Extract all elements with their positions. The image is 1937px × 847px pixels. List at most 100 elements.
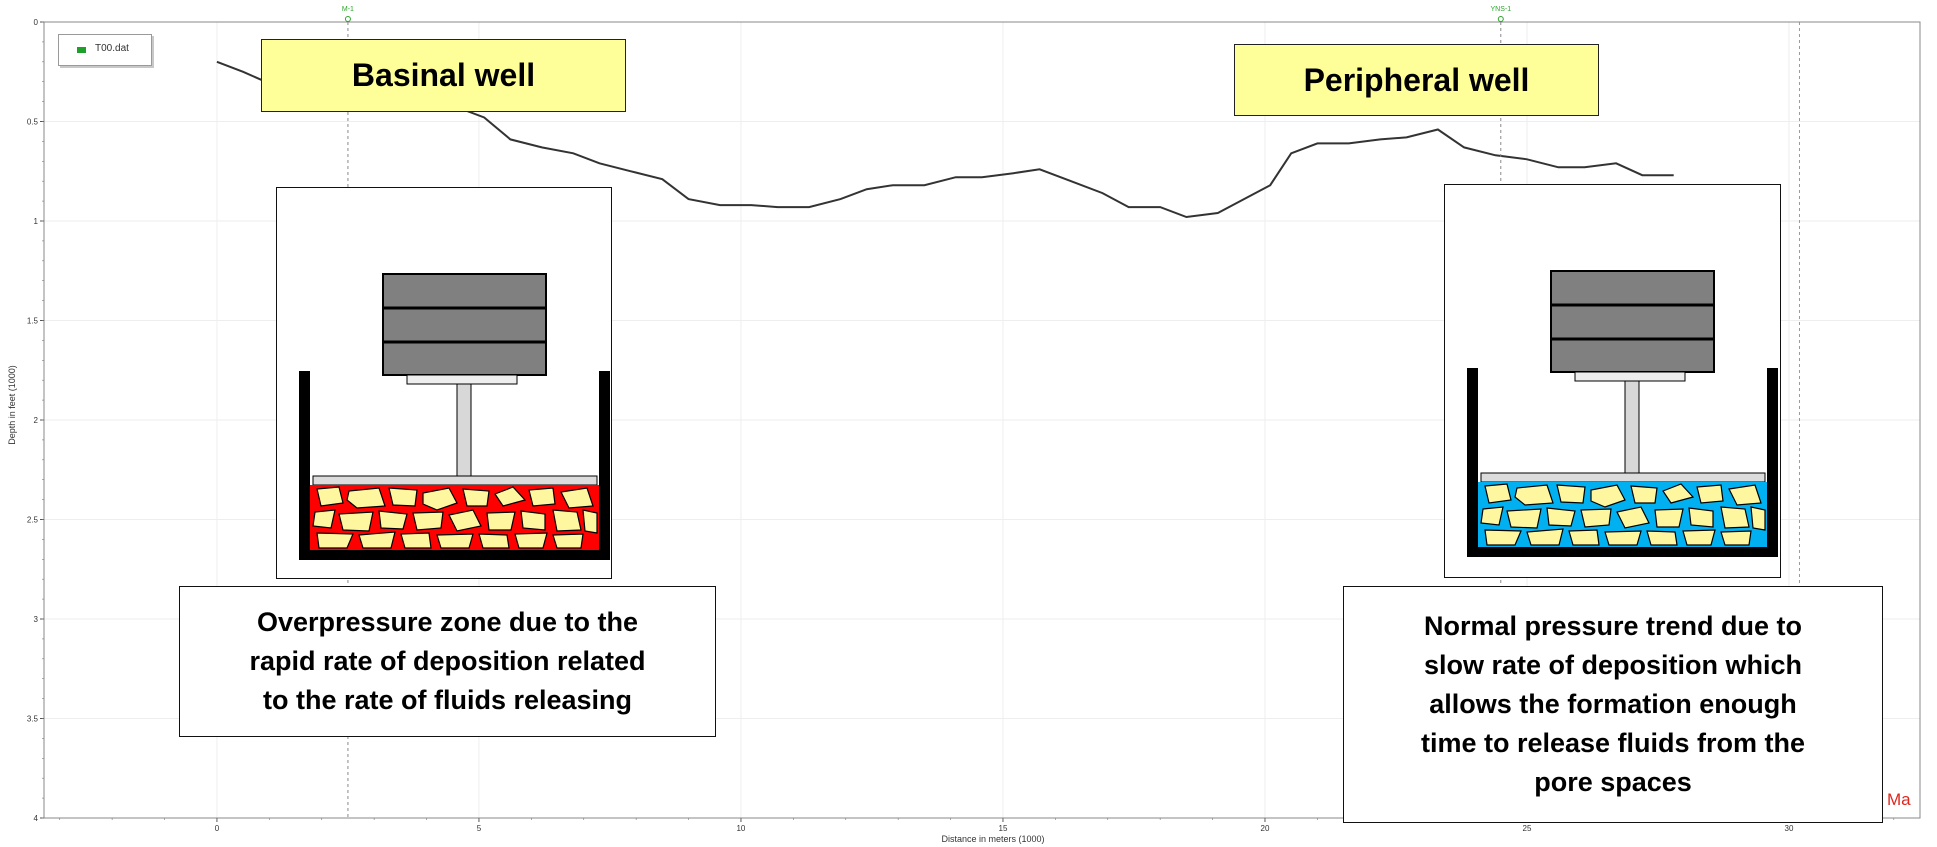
grain [338,511,374,532]
grain [422,487,458,511]
container-wall [599,371,610,559]
grain [1750,506,1766,531]
well-name: YNS-1 [1490,6,1511,13]
grain [1654,508,1684,528]
grain [1556,484,1586,504]
weight-block [1550,270,1715,373]
grain [1484,529,1522,546]
x-tick-label: 0 [215,824,220,833]
container-floor [1467,547,1778,557]
weight-block [382,273,547,376]
normal-pressure-diagram [1444,184,1781,578]
overpressure-line: to the rate of fluids releasing [262,685,633,715]
piston-plate [312,475,598,486]
piston-cap [406,374,518,385]
x-axis-title: Distance in meters (1000) [941,834,1044,844]
container-floor [299,550,610,560]
grain [1720,506,1750,529]
x-tick-label: 10 [736,824,745,833]
peripheral-well-label: Peripheral well [1234,44,1599,116]
overpressure-caption: Overpressure zone due to the rapid rate … [179,586,716,737]
grain [316,486,344,507]
normal-pressure-line: slow rate of deposition which [1423,650,1803,680]
grain [358,531,396,549]
grain [1720,530,1752,546]
piston-rod [456,383,472,477]
y-tick-label: 4 [34,814,39,823]
well-marker [1497,16,1504,22]
grain [552,533,584,549]
grain [388,487,418,507]
grain [560,487,594,509]
grain [520,510,546,531]
normal-pressure-line: Normal pressure trend due to [1423,611,1803,641]
y-tick-label: 2.5 [27,516,39,525]
y-tick-label: 2 [34,416,39,425]
grain [378,510,408,530]
y-tick-label: 3.5 [27,715,39,724]
peripheral-well-text: Peripheral well [1303,61,1530,98]
normal-pressure-illustration [1467,270,1778,557]
x-tick-label: 15 [999,824,1008,833]
grain [400,532,432,549]
y-tick-label: 3 [34,615,39,624]
normal-pressure-caption: Normal pressure trend due to slow rate o… [1343,586,1883,823]
well-name: M-1 [342,6,354,13]
grain [514,532,548,549]
overpressure-diagram [276,187,612,579]
x-tick-label: 25 [1523,824,1532,833]
legend-label: T00.dat [95,43,129,54]
normal-pressure-line: pore spaces [1534,767,1692,797]
grain [436,533,474,549]
normal-pressure-line: time to release fluids from the [1420,728,1806,758]
y-tick-label: 0 [34,18,39,27]
y-tick-label: 1 [34,217,39,226]
grain [1580,508,1612,528]
grain [316,532,354,549]
container-wall [1467,368,1478,556]
grain [1646,530,1678,546]
grain [528,487,556,507]
x-tick-label: 5 [477,824,482,833]
axis-layer: 0 5 10 15 20 25 30 0 0.5 1 1.5 2 2.5 3 3.5 4 [27,18,1921,833]
grain [1682,529,1716,546]
grain [448,509,482,532]
grain [412,511,444,531]
grain [1696,484,1724,504]
grain [582,509,598,534]
x-tick-label: 20 [1261,824,1270,833]
container-wall [299,371,310,559]
y-tick-label: 1.5 [27,317,39,326]
grain [478,533,510,549]
container-wall [1767,368,1778,556]
overpressure-line: rapid rate of deposition related [249,646,646,676]
overpressure-illustration [299,273,610,560]
grain [1480,506,1504,526]
grain [1526,528,1564,546]
grain [1616,506,1650,529]
grain [346,487,386,509]
grain [1484,483,1512,504]
grain [486,511,516,531]
grain [1688,507,1714,528]
grain [1590,484,1626,508]
grain [1546,507,1576,527]
overpressure-line: Overpressure zone due to the [256,607,639,637]
piston-rod [1624,380,1640,474]
grain [1568,529,1600,546]
corner-tag: Ma [1887,790,1911,809]
grain [1514,484,1554,506]
piston-cap [1574,371,1686,382]
grain [312,509,336,529]
grain [1728,484,1762,506]
basinal-well-text: Basinal well [351,57,536,93]
grain [1506,508,1542,529]
grain [552,509,582,532]
legend: T00.dat [58,34,152,66]
legend-swatch [77,47,86,53]
y-axis-title: Depth in feet (1000) [7,365,17,445]
x-tick-label: 30 [1785,824,1794,833]
y-tick-label: 0.5 [27,118,39,127]
normal-pressure-line: allows the formation enough [1429,689,1797,719]
grain [462,488,490,507]
